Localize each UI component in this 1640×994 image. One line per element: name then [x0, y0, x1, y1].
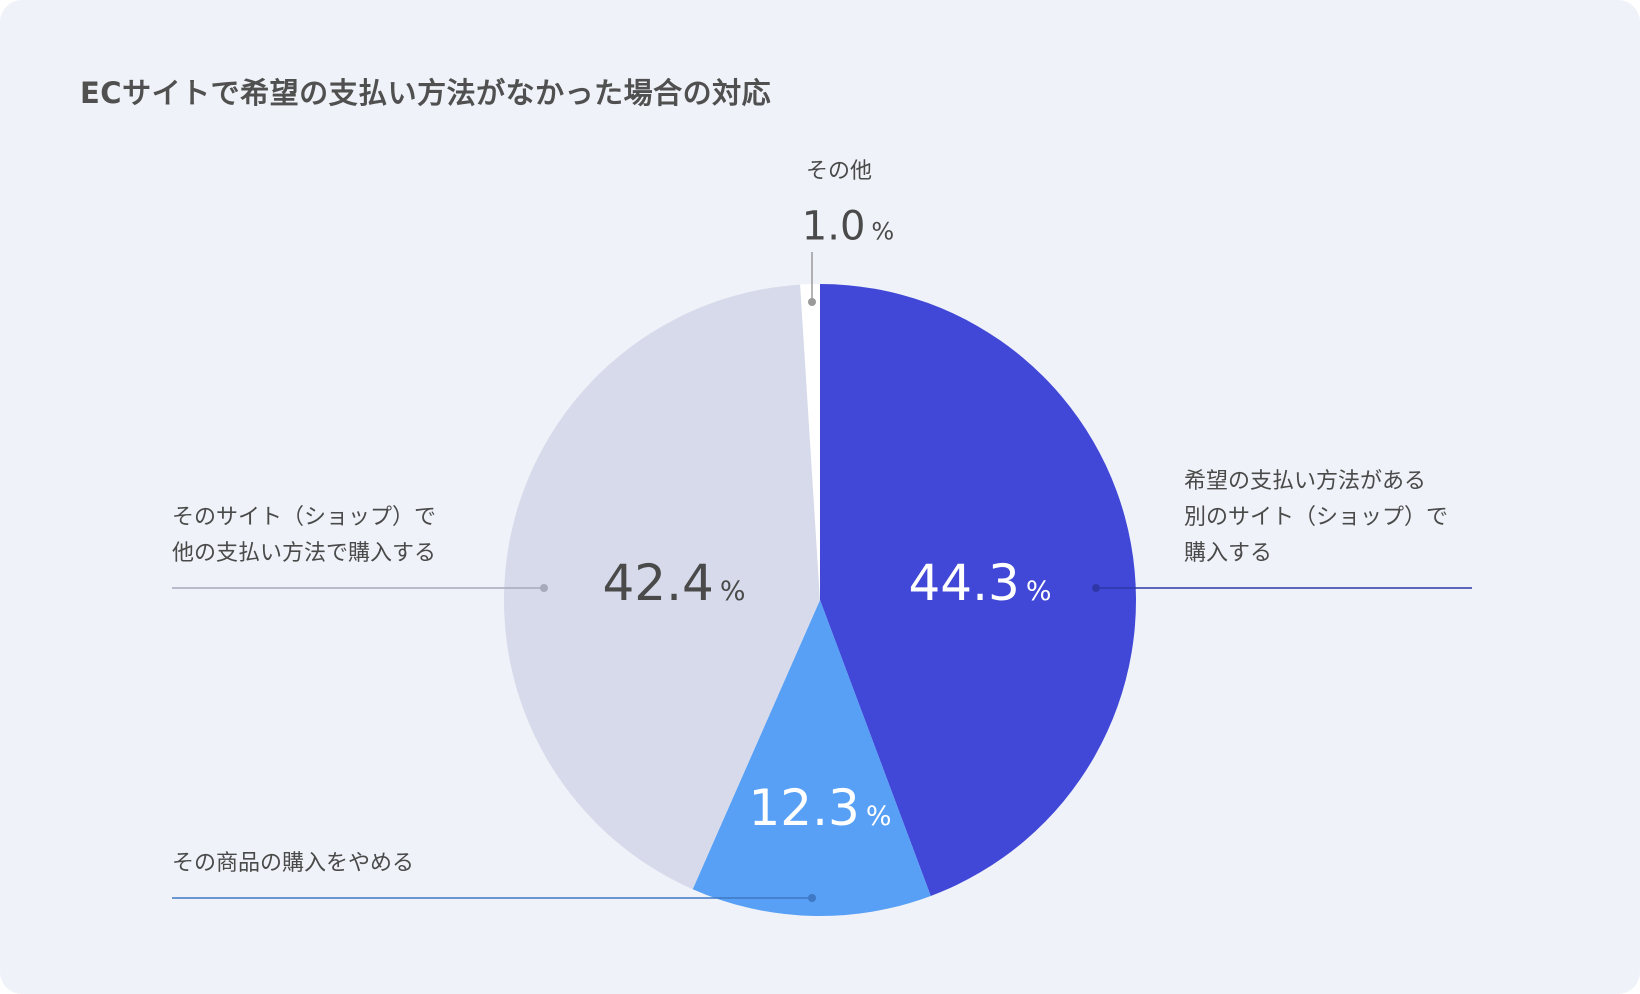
leader-dot-other-site — [1092, 584, 1100, 592]
slice-label-line: その商品の購入をやめる — [172, 851, 415, 876]
slice-label-same-site: そのサイト（ショップ）で 他の支払い方法で購入する — [172, 500, 436, 572]
leader-dot-same-site — [540, 584, 548, 592]
leader-dot-other — [808, 298, 816, 306]
chart-title: ECサイトで希望の支払い方法がなかった場合の対応 — [80, 76, 772, 110]
value-label-other: 1.0% — [802, 203, 894, 249]
value-number: 1.0 — [802, 203, 866, 249]
pie-slice-quit-purchase — [692, 600, 931, 917]
pie-slice-same-site — [503, 284, 820, 890]
value-unit: % — [866, 801, 892, 832]
slice-label-other: その他 — [806, 154, 872, 190]
slice-label-line: 他の支払い方法で購入する — [172, 541, 437, 566]
pie-slice-other — [800, 284, 820, 600]
leader-dot-quit-purchase — [808, 894, 816, 902]
slice-label-line: 希望の支払い方法がある — [1184, 469, 1427, 494]
slice-label-line: 購入する — [1184, 541, 1273, 566]
value-unit: % — [1026, 576, 1052, 607]
slice-label-other-site: 希望の支払い方法がある 別のサイト（ショップ）で 購入する — [1184, 464, 1448, 572]
value-label-other-site: 44.3% — [909, 554, 1052, 612]
value-unit: % — [871, 217, 894, 245]
value-number: 12.3 — [749, 779, 860, 837]
value-label-quit-purchase: 12.3% — [749, 779, 892, 837]
value-number: 44.3 — [909, 554, 1020, 612]
value-number: 42.4 — [603, 554, 714, 612]
pie-slice-other-site — [820, 283, 1137, 896]
value-label-same-site: 42.4% — [603, 554, 746, 612]
slice-label-quit-purchase: その商品の購入をやめる — [172, 846, 414, 882]
slice-label-line: その他 — [806, 159, 873, 184]
slice-label-line: そのサイト（ショップ）で — [172, 505, 437, 530]
slice-label-line: 別のサイト（ショップ）で — [1184, 505, 1449, 530]
value-unit: % — [720, 576, 746, 607]
